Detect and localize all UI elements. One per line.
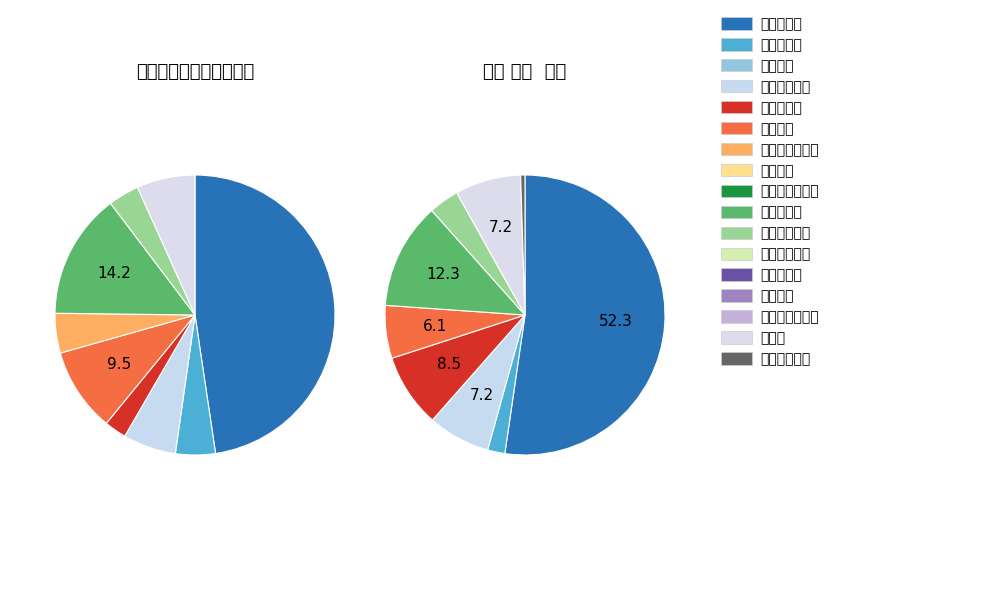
- Text: パ・リーグ全プレイヤー: パ・リーグ全プレイヤー: [136, 63, 254, 81]
- Text: 7.2: 7.2: [470, 388, 494, 403]
- Text: 7.2: 7.2: [489, 220, 513, 235]
- Text: 8.5: 8.5: [437, 358, 461, 373]
- Text: 14.2: 14.2: [97, 266, 131, 281]
- Wedge shape: [55, 313, 195, 353]
- Legend: ストレート, ツーシーム, シュート, カットボール, スプリット, フォーク, チェンジアップ, シンカー, 高速スライダー, スライダー, 縦スライダー, : ストレート, ツーシーム, シュート, カットボール, スプリット, フォーク,…: [717, 13, 823, 370]
- Text: 今宮 健太  選手: 今宮 健太 選手: [483, 63, 567, 81]
- Wedge shape: [385, 305, 525, 358]
- Wedge shape: [138, 175, 195, 315]
- Wedge shape: [195, 175, 335, 454]
- Wedge shape: [111, 187, 195, 315]
- Text: 12.3: 12.3: [426, 268, 460, 283]
- Wedge shape: [392, 315, 525, 420]
- Wedge shape: [457, 175, 525, 315]
- Wedge shape: [521, 175, 525, 315]
- Wedge shape: [385, 211, 525, 315]
- Wedge shape: [432, 315, 525, 450]
- Wedge shape: [106, 315, 195, 436]
- Wedge shape: [432, 193, 525, 315]
- Text: 6.1: 6.1: [423, 319, 447, 334]
- Wedge shape: [60, 315, 195, 424]
- Text: 52.3: 52.3: [599, 314, 633, 329]
- Wedge shape: [175, 315, 216, 455]
- Text: 9.5: 9.5: [107, 358, 131, 373]
- Wedge shape: [125, 315, 195, 454]
- Wedge shape: [55, 203, 195, 315]
- Wedge shape: [505, 175, 665, 455]
- Wedge shape: [488, 315, 525, 454]
